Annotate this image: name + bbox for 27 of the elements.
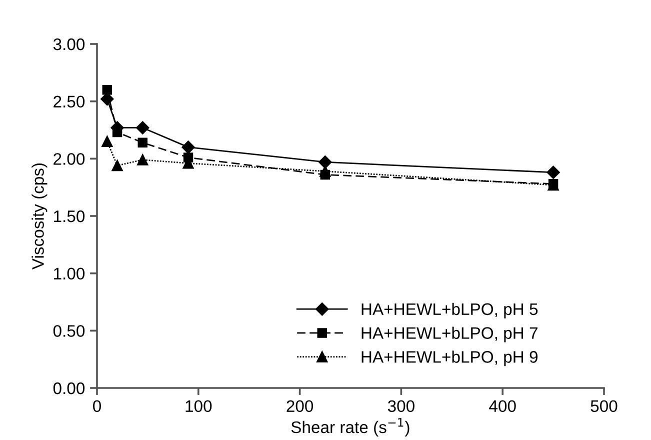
point <box>138 138 148 148</box>
y-axis-title: Viscosity (cps) <box>32 163 48 270</box>
x-tick-label: 400 <box>489 400 516 412</box>
point <box>182 140 195 154</box>
point <box>112 160 123 172</box>
point <box>546 166 560 180</box>
x-tick-label: 0 <box>93 400 101 412</box>
x-tick-label: 100 <box>186 400 212 412</box>
legend-label: HA+HEWL+bLPO, pH 7 <box>362 326 538 342</box>
y-tick-label: 1.50 <box>54 210 85 222</box>
y-tick-label: 0.50 <box>53 325 85 337</box>
y-tick-label: 3.00 <box>53 38 85 50</box>
y-tick-label: 1.00 <box>54 268 85 280</box>
legend-label: HA+HEWL+bLPO, pH 5 <box>362 302 538 318</box>
point <box>136 121 150 134</box>
legend-label: HA+HEWL+bLPO, pH 9 <box>362 350 538 366</box>
y-tick-label: 2.00 <box>54 153 85 165</box>
x-tick-label: 200 <box>286 400 314 412</box>
x-tick-label: 300 <box>388 400 414 412</box>
point <box>318 156 332 169</box>
y-tick-label: 0.00 <box>53 382 85 394</box>
point <box>137 154 148 166</box>
x-tick-label: 500 <box>590 400 618 412</box>
point <box>102 136 113 148</box>
y-tick-label: 2.50 <box>54 96 85 108</box>
point <box>102 85 112 95</box>
x-axis-title: Shear rate (s$^{−1}$) <box>291 418 410 436</box>
